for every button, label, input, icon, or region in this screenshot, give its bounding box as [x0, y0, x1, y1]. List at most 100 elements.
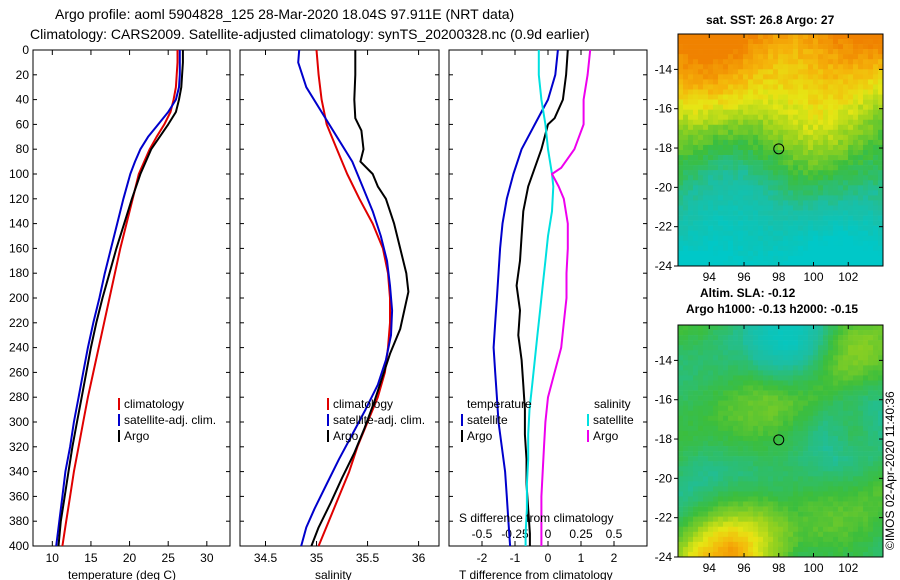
map-cell [728, 64, 734, 70]
map-cell [773, 395, 779, 401]
map-cell [743, 441, 749, 447]
map-cell [773, 195, 779, 201]
map-cell [828, 405, 834, 412]
map-cell [748, 491, 754, 497]
map-cell [868, 155, 874, 161]
map-cell [728, 430, 734, 437]
map-cell [718, 441, 724, 447]
map-cell [793, 461, 799, 467]
map-cell [688, 59, 694, 65]
map-cell [703, 471, 709, 477]
title-line-1: Argo profile: aoml 5904828_125 28-Mar-20… [55, 6, 514, 22]
map-cell [828, 150, 834, 156]
map-cell [808, 461, 814, 467]
map-cell [793, 134, 799, 141]
map-cell [838, 380, 844, 386]
map-cell [853, 210, 859, 216]
map-cell [683, 370, 689, 376]
map-cell [813, 385, 819, 391]
map-cell [688, 119, 694, 126]
map-cell [698, 390, 704, 396]
map-cell [728, 471, 734, 477]
map-cell [858, 350, 864, 356]
map-cell [843, 205, 849, 211]
map-cell [728, 124, 734, 131]
map-cell [763, 150, 769, 156]
map-cell [798, 345, 804, 351]
map-cell [678, 39, 684, 45]
map-cell [763, 69, 769, 75]
map-cell [703, 245, 709, 252]
map-cell [773, 109, 779, 115]
map-cell [878, 400, 884, 406]
map-cell [878, 531, 884, 538]
map-cell [768, 350, 774, 356]
map-cell [853, 195, 859, 201]
legend-swatch-argo [118, 430, 120, 442]
map-cell [703, 496, 709, 502]
map-cell [853, 506, 859, 512]
map-cell [858, 210, 864, 216]
map-cell [758, 370, 764, 376]
map-cell [723, 355, 729, 361]
map-cell [848, 425, 854, 432]
map-cell [723, 245, 729, 252]
map-cell [683, 516, 689, 522]
map-cell [803, 54, 809, 60]
map-cell [833, 385, 839, 391]
map-cell [718, 235, 724, 242]
map-y-tick-label: -20 [655, 471, 673, 485]
map-cell [833, 134, 839, 141]
map-cell [853, 385, 859, 391]
map-cell [823, 471, 829, 477]
map-cell [878, 466, 884, 472]
map-cell [683, 84, 689, 90]
map-cell [703, 405, 709, 412]
map-cell [718, 521, 724, 528]
x-tick-label: 20 [123, 551, 137, 565]
map-cell [798, 405, 804, 412]
map-cell [783, 260, 789, 267]
map-cell [808, 94, 814, 100]
map-cell [878, 461, 884, 467]
map-cell [683, 160, 689, 166]
map-cell [713, 365, 719, 371]
map-cell [843, 94, 849, 100]
map-cell [678, 94, 684, 100]
map-cell [838, 225, 844, 231]
map-cell [773, 466, 779, 472]
map-cell [698, 150, 704, 156]
map-cell [763, 521, 769, 528]
map-cell [858, 170, 864, 176]
map-cell [793, 255, 799, 262]
map-cell [798, 94, 804, 100]
map-cell [768, 541, 774, 548]
map-cell [698, 521, 704, 528]
map-cell [833, 330, 839, 336]
map-cell [833, 491, 839, 497]
map-cell [703, 129, 709, 136]
map-cell [838, 466, 844, 472]
x-tick-label: 1 [578, 551, 585, 565]
map-cell [803, 230, 809, 237]
map-cell [743, 350, 749, 356]
map-cell [868, 74, 874, 80]
map-cell [738, 215, 744, 221]
map-cell [733, 119, 739, 126]
map-cell [833, 405, 839, 412]
map-cell [763, 360, 769, 366]
map-cell [783, 144, 789, 151]
map-cell [683, 215, 689, 221]
map-cell [833, 114, 839, 121]
map-cell [678, 546, 684, 553]
map-cell [878, 155, 884, 161]
map-cell [683, 425, 689, 432]
map-cell [703, 215, 709, 221]
sla-map-frame [677, 324, 884, 558]
map-cell [723, 190, 729, 196]
map-cell [853, 551, 859, 558]
map-cell [698, 139, 704, 146]
map-cell [678, 400, 684, 406]
map-cell [713, 144, 719, 151]
map-cell [683, 150, 689, 156]
